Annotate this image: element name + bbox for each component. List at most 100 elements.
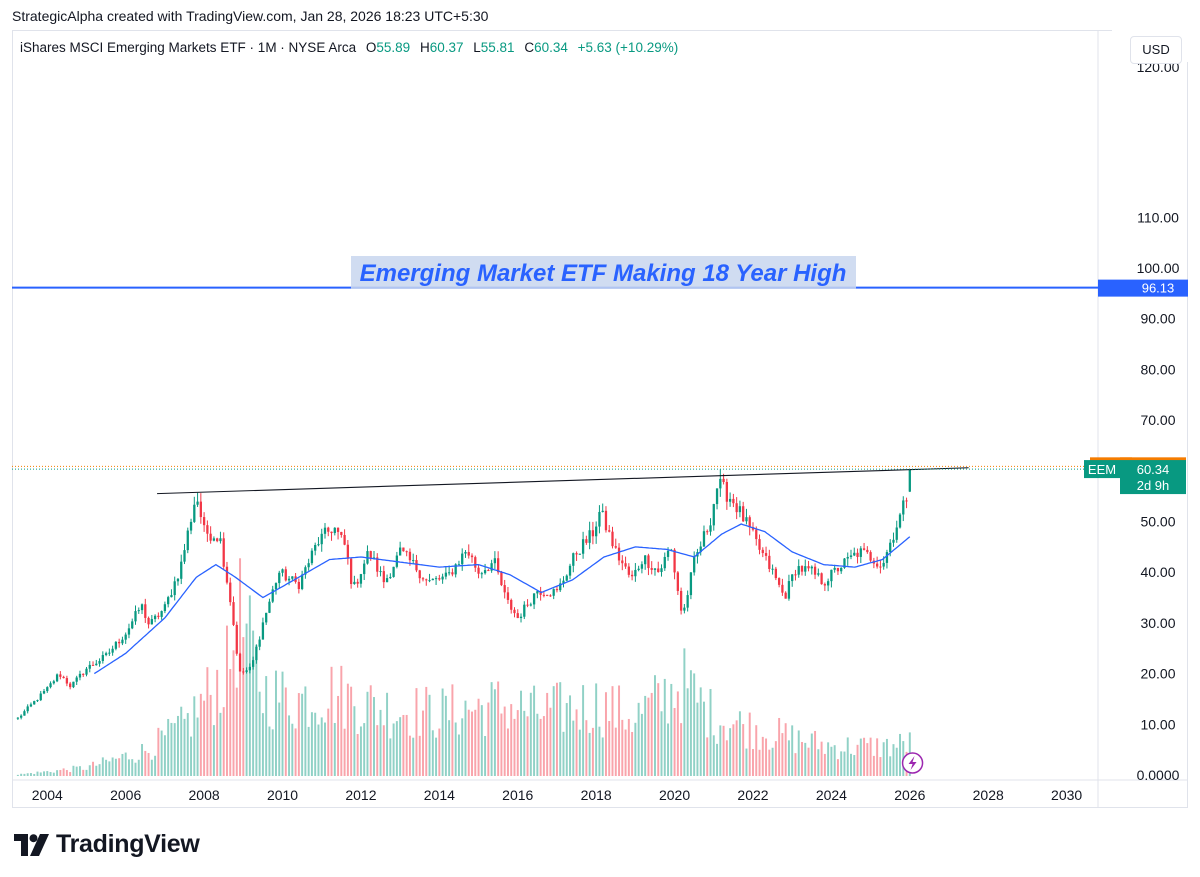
candle-body [85,668,88,675]
candle-body [176,578,180,582]
volume-bar [20,773,23,776]
volume-bar [379,709,382,776]
volume-bar [402,714,405,776]
candle-body [650,568,653,570]
legend-open-label: O [365,40,377,55]
candle-body [444,572,448,577]
tradingview-logo[interactable]: TradingView [14,830,200,859]
candle-body [905,500,908,502]
candle-body [16,717,20,719]
candle-body [114,641,118,649]
candle-body [349,558,353,585]
candle-body [784,592,787,599]
volume-bar [846,737,849,776]
volume-bar [866,743,869,776]
candle-body [647,555,650,569]
volume-bar [59,769,62,776]
volume-bar [670,683,673,776]
volume-bar [833,745,836,776]
candle-body [62,676,65,679]
candle-body [189,521,193,531]
volume-bar [624,729,627,776]
candle-body [794,574,797,576]
volume-bar [376,725,379,776]
moving-average-line [93,523,911,675]
candle-body [251,660,255,667]
volume-bar [667,723,670,776]
currency-button[interactable]: USD [1130,36,1182,64]
volume-bar [307,726,310,776]
volume-bar [294,728,297,776]
candle-body [26,706,29,712]
candle-body [425,579,428,581]
time-tick-label: 2016 [502,787,533,803]
volume-bar [235,687,238,776]
volume-bar [167,718,170,776]
candle-body [140,604,144,611]
volume-bar [696,702,699,776]
volume-bar [536,713,539,776]
candle-body [261,622,265,640]
legend-low-value: 55.81 [480,40,515,55]
candle-body [46,687,49,692]
candle-body [578,553,581,555]
volume-bar [111,757,114,776]
volume-bar [183,718,186,776]
candle-body [346,544,350,559]
volume-bar [474,709,477,776]
volume-bar [206,667,209,776]
candle-body [173,581,176,596]
volume-bar [497,681,500,776]
legend-symbol: iShares MSCI Emerging Markets ETF · 1M ·… [20,40,357,55]
candle-body [385,578,389,583]
candle-body [219,538,222,542]
volume-bar [582,685,585,776]
candle-body [82,673,85,675]
price-tick-label: 80.00 [1140,361,1175,377]
volume-bar [565,703,568,776]
candle-body [552,589,555,596]
volume-bar [503,706,506,776]
volume-bar [752,749,754,776]
volume-bar [637,702,640,776]
volume-bar [209,694,212,776]
volume-bar [853,755,856,776]
candle-body [75,677,78,682]
candle-body [369,551,372,559]
candle-body [163,604,167,612]
time-tick-label: 2018 [581,787,612,803]
candle-body [745,517,748,522]
candle-body [428,580,431,582]
candle-body [617,547,621,561]
volume-bar [317,724,320,776]
volume-bar [804,742,807,776]
volume-bar [745,748,748,776]
candle-body [846,556,849,559]
volume-bar [526,716,529,776]
time-tick-label: 2004 [32,787,63,803]
price-chart[interactable]: 120.00110.00100.0090.0080.0070.0060.0050… [12,30,1188,808]
volume-bar [425,686,428,776]
volume-bar [725,740,728,776]
candle-body [624,563,627,567]
candle-body [660,568,663,573]
candle-body [549,595,552,597]
candle-body [885,552,889,563]
time-tick-label: 2030 [1051,787,1082,803]
volume-bar [248,595,251,776]
candle-body [72,681,75,688]
volume-bar [85,769,88,776]
volume-bar [114,758,117,776]
volume-bar [872,755,875,776]
volume-bar [118,758,121,776]
chart-frame [12,30,1188,808]
volume-bar [533,685,536,776]
volume-bar [33,773,36,776]
candle-body [627,566,630,575]
legend-high-label: H [419,40,430,55]
volume-bar [477,698,480,776]
volume-bar [683,648,686,776]
volume-bar [373,697,375,776]
candle-body [608,530,611,532]
candle-body [300,574,304,590]
